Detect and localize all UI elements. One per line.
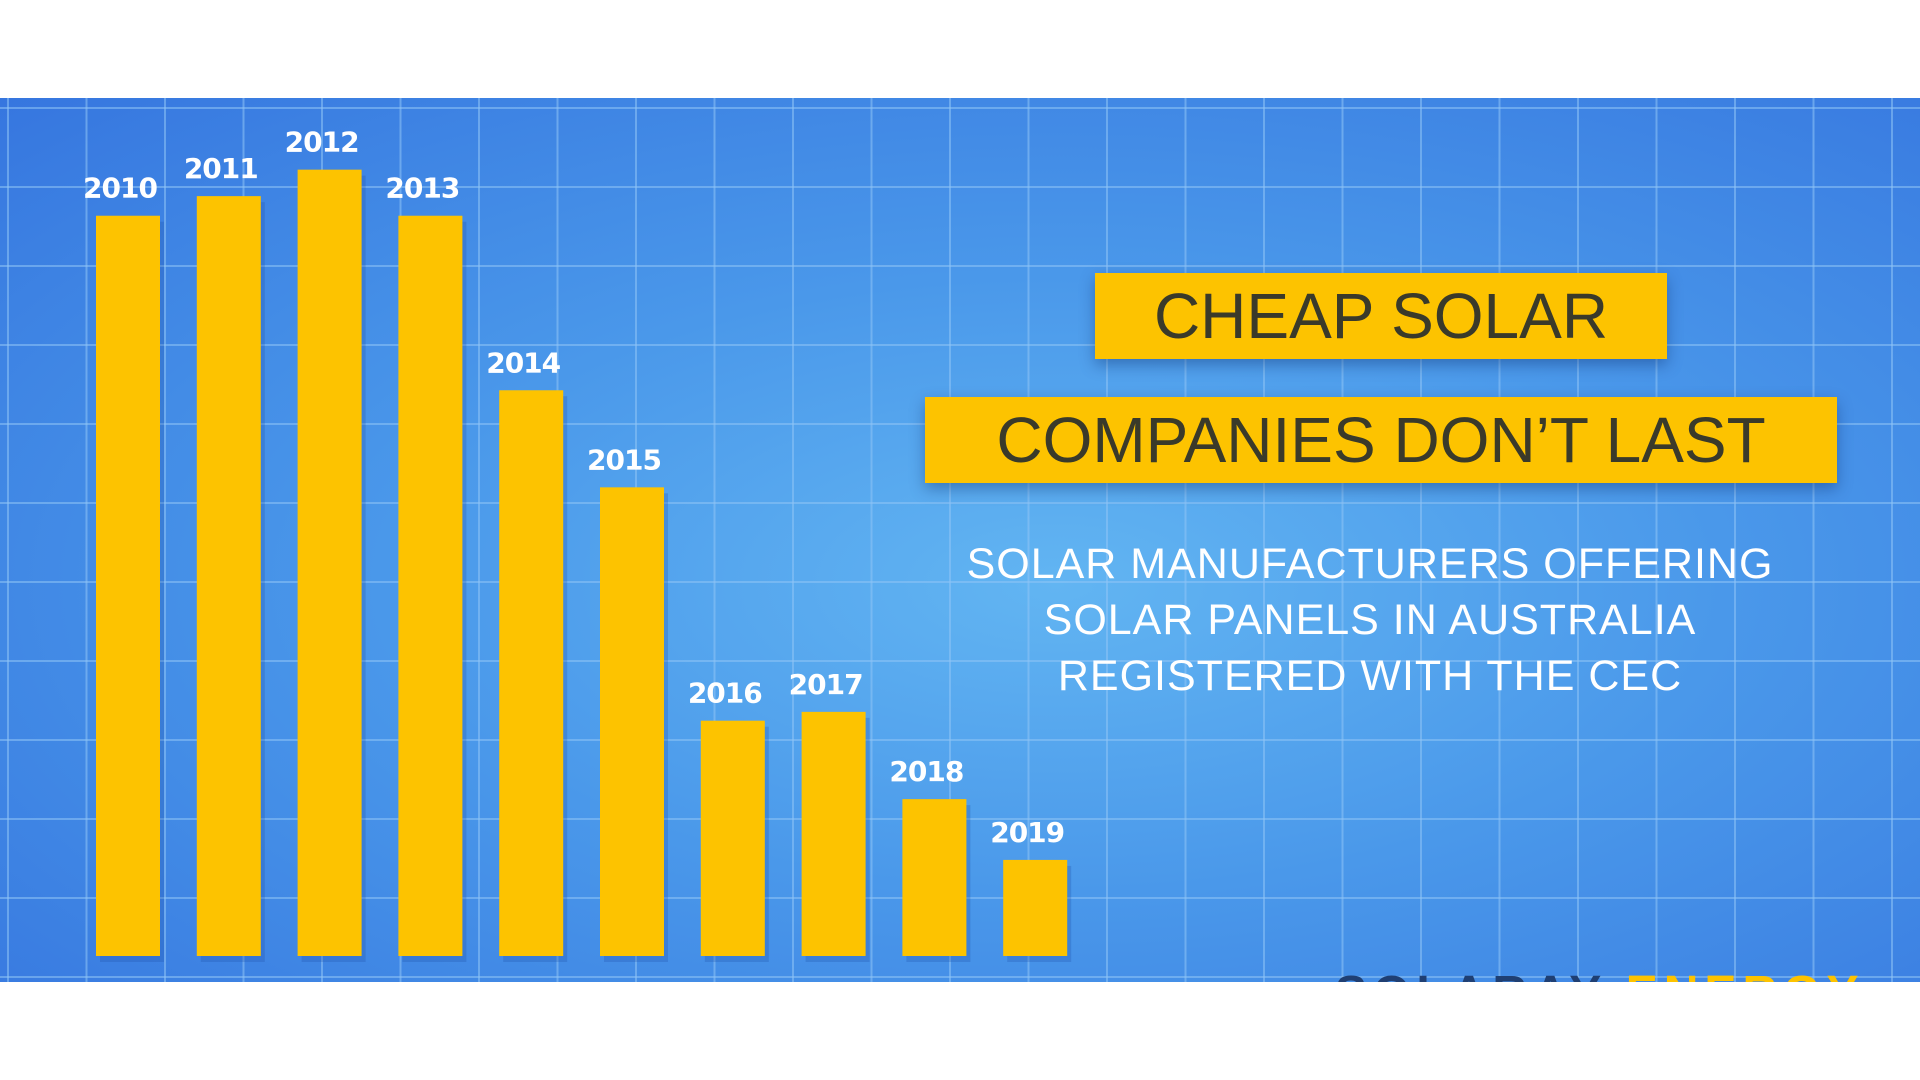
bar-label-2014: 2014 <box>486 346 560 379</box>
subtitle: SOLAR MANUFACTURERS OFFERING SOLAR PANEL… <box>880 536 1860 704</box>
bar-2012 <box>297 169 362 956</box>
headline-line-1: CHEAP SOLAR <box>1095 273 1667 359</box>
bar-2015 <box>600 487 664 956</box>
subtitle-line-1: SOLAR MANUFACTURERS OFFERING <box>966 540 1774 588</box>
bar-label-2015: 2015 <box>587 443 661 476</box>
bar-label-2013: 2013 <box>385 172 459 205</box>
bar-2019 <box>1003 859 1068 956</box>
bar-label-2018: 2018 <box>889 755 963 788</box>
bar-2018 <box>902 799 967 956</box>
bar-2017 <box>801 711 866 956</box>
bar-label-2010: 2010 <box>83 172 157 205</box>
brand-logo: SOLARAY ENERGY <box>1335 966 1864 982</box>
bar-2011 <box>196 196 261 956</box>
bar-label-2016: 2016 <box>688 677 762 710</box>
brand-logo-part-2: ENERGY <box>1626 967 1865 982</box>
bar-2014 <box>499 390 564 956</box>
chart-canvas: 2010 2011 2012 2013 2014 2015 2016 2017 2018 2019… <box>0 98 1920 982</box>
subtitle-line-2: SOLAR PANELS IN AUSTRALIA <box>1043 596 1697 644</box>
bar-2016 <box>700 720 765 956</box>
bar-label-2019: 2019 <box>990 816 1064 849</box>
bar-2010 <box>96 215 160 957</box>
subtitle-line-3: REGISTERED WITH THE CEC <box>1057 652 1683 700</box>
bar-label-2012: 2012 <box>285 126 359 159</box>
bar-label-2017: 2017 <box>789 668 863 701</box>
bar-2013 <box>398 215 463 957</box>
headline-line-2: COMPANIES DON’T LAST <box>925 397 1837 483</box>
bar-label-2011: 2011 <box>184 152 258 185</box>
bar-chart: 2010 2011 2012 2013 2014 2015 2016 2017 2018 2019 <box>83 126 1072 963</box>
brand-logo-part-1: SOLARAY <box>1335 967 1606 982</box>
